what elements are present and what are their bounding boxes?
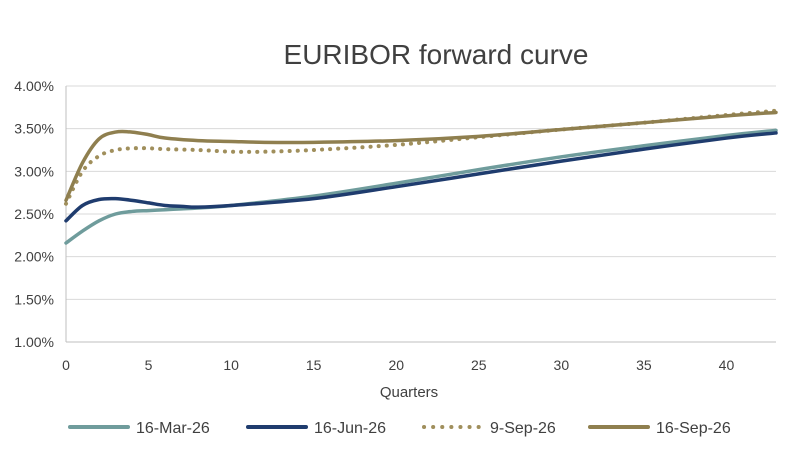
y-tick-label: 1.50% — [14, 291, 54, 307]
axes: 1.00% 1.50% 2.00% 2.50% 3.00% 3.50% 4.00% 0 5 10 1… — [14, 78, 776, 373]
x-tick-label: 10 — [223, 357, 239, 373]
x-tick-label: 25 — [471, 357, 487, 373]
series-lines — [64, 108, 778, 245]
legend: 16-Mar-26 16-Jun-26 9-Sep-26 16-Sep-26 — [68, 420, 731, 437]
legend-label-3: 9-Sep-26 — [490, 420, 556, 437]
x-tick-label: 40 — [719, 357, 735, 373]
legend-label-4: 16-Sep-26 — [656, 420, 731, 437]
series-line-3 — [64, 108, 778, 206]
x-axis-title: Quarters — [380, 384, 438, 401]
y-tick-label: 4.00% — [14, 78, 54, 94]
x-tick-label: 30 — [554, 357, 570, 373]
legend-label-1: 16-Mar-26 — [136, 420, 210, 437]
series-line-2 — [64, 131, 778, 223]
y-tick-label: 2.50% — [14, 206, 54, 222]
y-tick-label: 2.00% — [14, 249, 54, 265]
y-tick-label: 3.00% — [14, 163, 54, 179]
x-tick-label: 20 — [388, 357, 404, 373]
y-tick-label: 3.50% — [14, 121, 54, 137]
x-tick-label: 5 — [145, 357, 153, 373]
series-line-4 — [64, 110, 778, 203]
x-tick-label: 15 — [306, 357, 322, 373]
grid-lines — [66, 85, 776, 343]
x-tick-label: 0 — [62, 357, 70, 373]
chart-title: EURIBOR forward curve — [284, 39, 589, 70]
legend-label-2: 16-Jun-26 — [314, 420, 386, 437]
x-tick-label: 35 — [636, 357, 652, 373]
y-tick-label: 1.00% — [14, 334, 54, 350]
